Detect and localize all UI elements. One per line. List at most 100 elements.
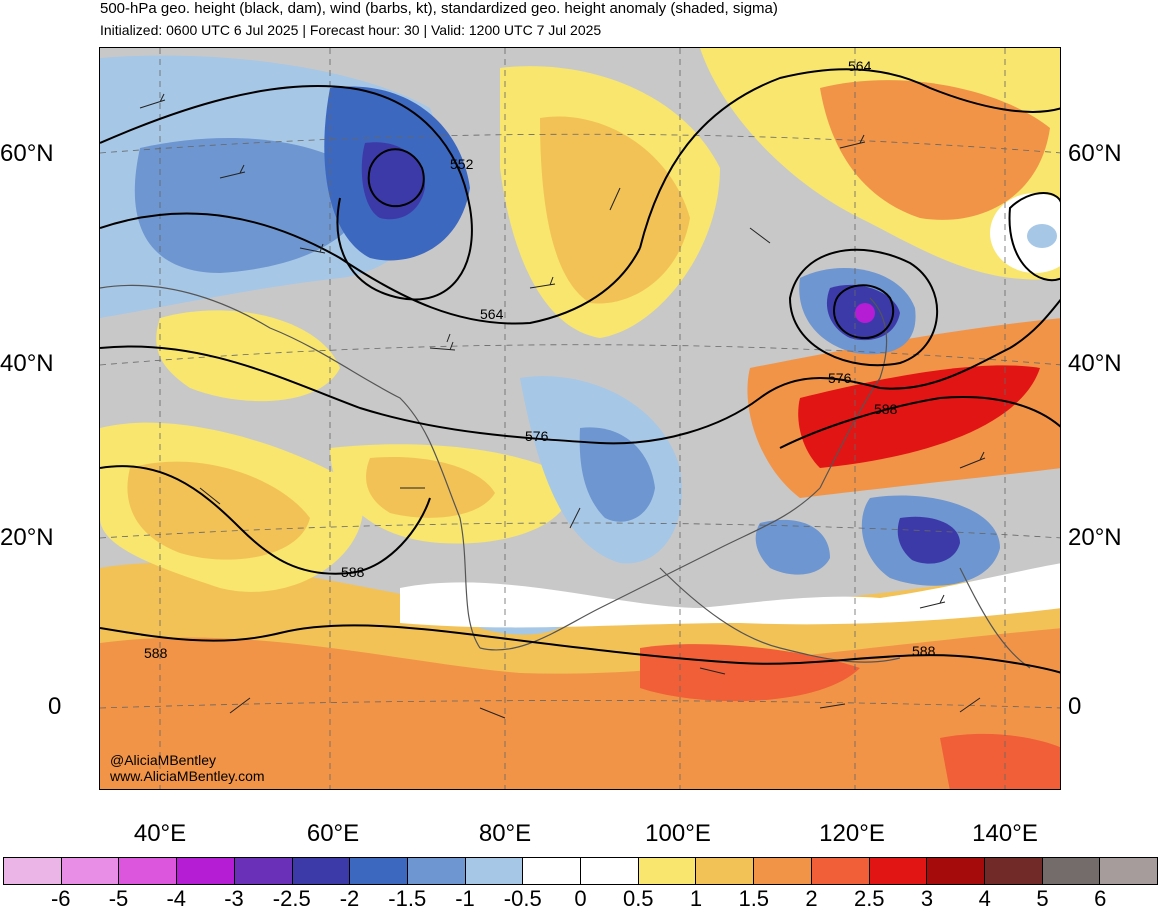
colorbar bbox=[3, 857, 1158, 885]
chart-title: 500-hPa geo. height (black, dam), wind (… bbox=[100, 0, 778, 17]
chart-subtitle: Initialized: 0600 UTC 6 Jul 2025 | Forec… bbox=[100, 22, 602, 38]
lon-label-140e: 140°E bbox=[972, 820, 1038, 847]
contour-564-east bbox=[639, 68, 1060, 249]
lat-label-left-40n: 40°N bbox=[0, 350, 54, 377]
contour-cutoff-outer bbox=[788, 248, 939, 367]
neutral-anomaly-tropics bbox=[400, 563, 1060, 628]
lon-label-60e: 60°E bbox=[306, 820, 360, 847]
lat-label-right-20n: 20°N bbox=[1068, 524, 1122, 551]
lon-label-40e: 40°E bbox=[133, 820, 187, 847]
contour-okhotsk bbox=[1008, 192, 1060, 282]
colorbar-cell bbox=[1100, 858, 1158, 884]
positive-anomaly-siberia-core bbox=[540, 116, 690, 304]
colorbar-cell bbox=[754, 858, 812, 884]
negative-anomaly-okhotsk-small bbox=[1027, 224, 1057, 248]
positive-anomaly-iran-core bbox=[366, 457, 495, 518]
colorbar-tick-label: -1 bbox=[455, 886, 475, 911]
colorbar-tick-label: -1.5 bbox=[388, 886, 427, 911]
colorbar-tick-label: 3 bbox=[920, 886, 934, 911]
colorbar-cell bbox=[350, 858, 408, 884]
strong-anomaly-indochina bbox=[640, 644, 860, 702]
contour-576 bbox=[100, 298, 1060, 445]
colorbar-tick-label: -4 bbox=[166, 886, 187, 911]
contour-label-588-pacific: 588 bbox=[912, 643, 936, 659]
colorbar-tick-label: 1.5 bbox=[738, 886, 770, 911]
coastlines bbox=[100, 284, 1031, 669]
colorbar-cell bbox=[696, 858, 755, 884]
colorbar-cell bbox=[1042, 858, 1101, 884]
contour-label-576-east: 576 bbox=[828, 370, 852, 386]
negative-anomaly-philippine-sea-core bbox=[897, 516, 960, 564]
contour-588-east bbox=[779, 396, 1060, 449]
lon-label-100e: 100°E bbox=[645, 820, 711, 847]
colorbar-cell bbox=[465, 858, 524, 884]
colorbar-tick-label: 2.5 bbox=[853, 886, 885, 911]
colorbar-tick-label: 6 bbox=[1094, 886, 1107, 911]
anomaly-map bbox=[100, 48, 1060, 789]
negative-anomaly-tibet-core bbox=[579, 427, 655, 522]
contour-564-west bbox=[100, 212, 641, 325]
lat-label-left-60n: 60°N bbox=[0, 140, 54, 167]
contour-cutoff-inner bbox=[833, 284, 895, 340]
colorbar-cell bbox=[407, 858, 466, 884]
colorbar-cell bbox=[523, 858, 582, 884]
lon-label-80e: 80°E bbox=[478, 820, 532, 847]
neutral-anomaly-okhotsk bbox=[990, 193, 1060, 273]
contour-label-564-east: 564 bbox=[848, 58, 872, 74]
lat-label-left-0: 0 bbox=[48, 693, 62, 720]
contour-588-west bbox=[100, 465, 431, 575]
colorbar-tick-label: -5 bbox=[108, 886, 129, 911]
positive-anomaly-caspian bbox=[156, 310, 340, 402]
colorbar-cell bbox=[119, 858, 178, 884]
lat-label-right-60n: 60°N bbox=[1068, 140, 1122, 167]
colorbar-cell bbox=[292, 858, 351, 884]
colorbar-cell bbox=[581, 858, 639, 884]
lat-label-right-0: 0 bbox=[1068, 693, 1082, 720]
colorbar-cell bbox=[811, 858, 870, 884]
lat-label-right-40n: 40°N bbox=[1068, 350, 1122, 377]
credit-url: www.AliciaMBentley.com bbox=[110, 768, 265, 784]
positive-anomaly-arabia-core bbox=[127, 461, 310, 560]
contour-label-588-africa: 588 bbox=[144, 645, 168, 661]
height-contours bbox=[100, 68, 1060, 674]
contour-588-south bbox=[100, 624, 1060, 674]
negative-anomaly-europe-mid bbox=[134, 138, 370, 273]
lon-label-120e: 120°E bbox=[819, 820, 885, 847]
colorbar-tick-label: 5 bbox=[1036, 886, 1049, 911]
colorbar-cell bbox=[927, 858, 985, 884]
colorbar-tick-label: -0.5 bbox=[503, 886, 542, 911]
colorbar-tick-label: 0.5 bbox=[622, 886, 654, 911]
positive-anomaly-east-china-red bbox=[798, 365, 1040, 468]
negative-anomaly-cutoff-center bbox=[855, 303, 875, 323]
colorbar-cell bbox=[61, 858, 120, 884]
colorbar-cell bbox=[4, 858, 62, 884]
colorbar-tick-label: 1 bbox=[689, 886, 703, 911]
colorbar-tick-label: 4 bbox=[978, 886, 991, 911]
wind-barbs bbox=[139, 93, 986, 719]
contour-label-588-china: 588 bbox=[874, 401, 898, 417]
positive-anomaly-far-east-core bbox=[820, 80, 1050, 220]
contour-label-588-india: 588 bbox=[341, 564, 365, 580]
colorbar-cell bbox=[177, 858, 235, 884]
strong-anomaly-east bbox=[940, 733, 1060, 789]
negative-anomaly-south-china-sea bbox=[755, 519, 830, 575]
contour-label-576-west: 576 bbox=[525, 428, 549, 444]
graticule bbox=[100, 48, 1060, 789]
contour-552 bbox=[100, 85, 473, 301]
map-panel: 552 564 564 576 576 588 588 588 588 bbox=[99, 47, 1061, 790]
colorbar-tick-label: 2 bbox=[805, 886, 818, 911]
credit-handle: @AliciaMBentley bbox=[110, 752, 217, 768]
colorbar-cell bbox=[234, 858, 293, 884]
contour-scandinavia-inner bbox=[367, 148, 425, 208]
colorbar-tick-label: -3 bbox=[224, 886, 244, 911]
colorbar-cell bbox=[638, 858, 697, 884]
colorbar-tick-label: -6 bbox=[50, 886, 71, 911]
colorbar-tick-label: -2 bbox=[339, 886, 360, 911]
contour-label-564-west: 564 bbox=[480, 306, 504, 322]
colorbar-cell bbox=[869, 858, 928, 884]
lat-label-left-20n: 20°N bbox=[0, 524, 54, 551]
colorbar-tick-label: -2.5 bbox=[272, 886, 311, 911]
contour-label-552: 552 bbox=[450, 156, 474, 172]
colorbar-cell bbox=[984, 858, 1043, 884]
colorbar-tick-label: 0 bbox=[574, 886, 587, 911]
